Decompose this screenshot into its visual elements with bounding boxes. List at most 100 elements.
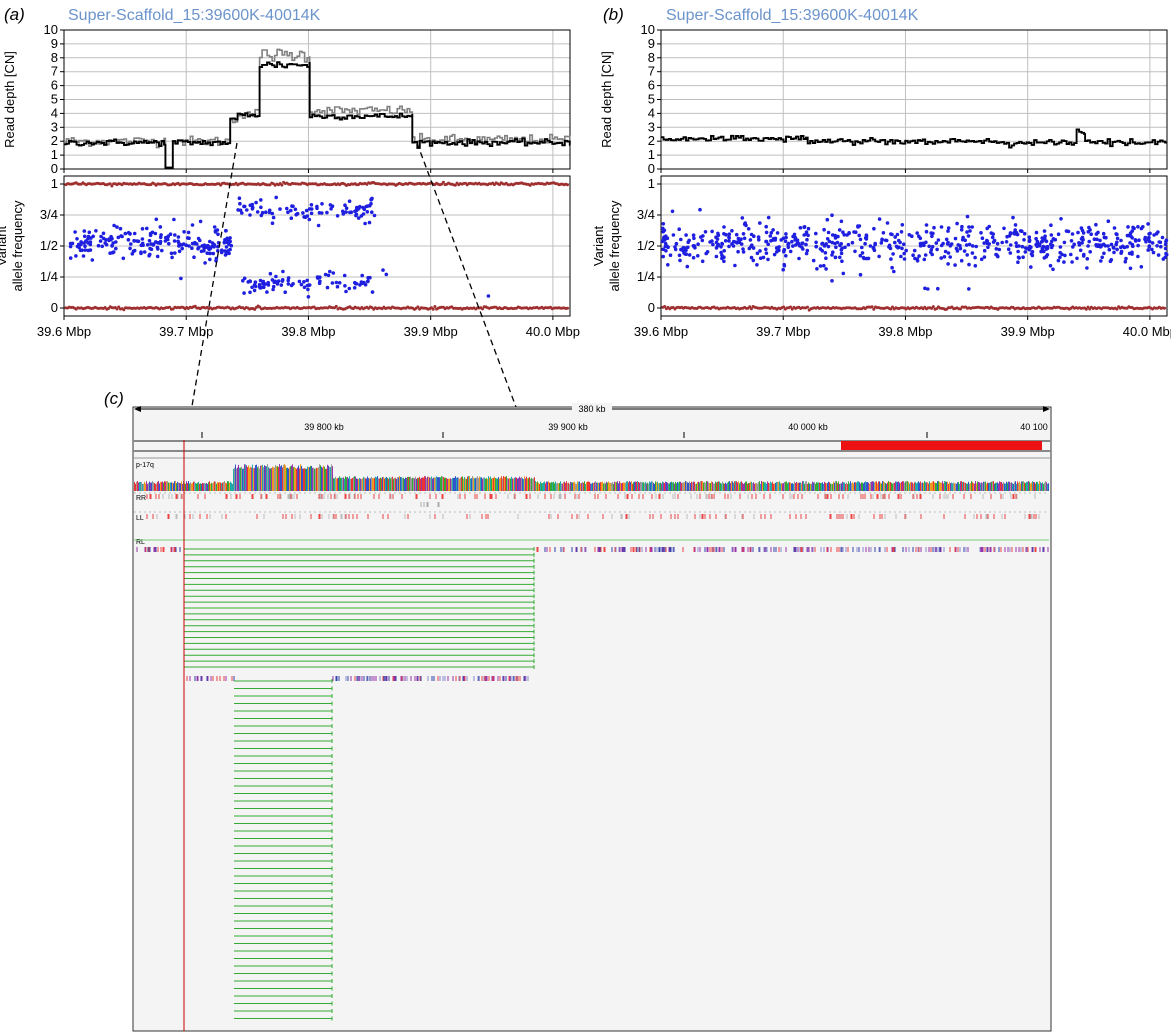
panel-b-vaf-vaf-point	[948, 255, 952, 259]
panel-b-vaf-vaf-point	[722, 225, 726, 229]
igv-coverage-bar	[551, 482, 552, 491]
panel-b-vaf-vaf-point	[980, 236, 985, 240]
igv-coverage-bar	[918, 481, 919, 491]
panel-a-vaf-vaf-point	[83, 244, 87, 248]
igv-coverage-bar	[359, 477, 360, 491]
igv-coverage-bar	[847, 483, 848, 491]
panel-a-vaf-vaf-point	[185, 236, 190, 240]
panel-a-vaf-vaf-point	[160, 248, 164, 253]
panel-a-vaf-homozygous-point	[416, 305, 420, 309]
igv-coverage-bar	[1027, 481, 1028, 491]
igv-coverage-bar	[409, 476, 410, 491]
panel-b-vaf-vaf-point	[668, 253, 673, 257]
igv-coverage-bar	[772, 481, 773, 491]
igv-coverage-bar	[792, 483, 793, 491]
panel-b-vaf-vaf-point	[714, 246, 719, 250]
igv-coverage-bar	[1015, 481, 1016, 491]
panel-b-vaf-vaf-point	[1016, 249, 1020, 254]
igv-coverage-bar	[958, 482, 959, 491]
igv-coverage-bar	[243, 468, 244, 491]
panel-a-vaf-vaf-point	[293, 207, 298, 212]
panel-b-vaf-vaf-point	[727, 239, 731, 243]
panel-a-vaf-vaf-point	[337, 281, 342, 285]
panel-a-vaf-vaf-point	[331, 271, 336, 275]
panel-b-vaf-vaf-point	[741, 250, 746, 254]
panel-a-vaf-vaf-point	[81, 254, 86, 258]
panel-a-vaf-vaf-point	[360, 273, 365, 278]
panel-b-vaf-vaf-point	[742, 236, 747, 241]
panel-a-vaf-vaf-point	[301, 211, 305, 215]
igv-coverage-bar	[399, 476, 400, 491]
igv-coverage-bar	[1018, 482, 1019, 491]
panel-b-vaf-vaf-point	[1103, 244, 1108, 248]
igv-coverage-bar	[841, 483, 842, 491]
panel-b-vaf-vaf-point	[955, 221, 959, 226]
panel-b-vaf-vaf-point	[1146, 222, 1150, 226]
panel-b-vaf-vaf-point	[1115, 240, 1119, 245]
panel-a-vaf-vaf-point	[335, 214, 340, 218]
panel-b-depth-ytick-label: 9	[648, 36, 655, 51]
panel-b-vaf-vaf-point	[720, 241, 724, 246]
igv-coverage-bar	[690, 483, 691, 491]
igv-coverage-bar	[814, 481, 815, 491]
panel-b-vaf-vaf-point	[1088, 250, 1092, 254]
igv-coverage-bar	[594, 482, 595, 491]
panel-b-vaf-vaf-point	[758, 221, 762, 225]
igv-coverage-bar	[601, 482, 602, 491]
igv-coverage-bar	[322, 467, 323, 491]
panel-a-vaf-xtick-label: 39.9 Mbp	[404, 324, 458, 339]
panel-b-vaf-vaf-point	[730, 229, 734, 233]
igv-coverage-bar	[605, 483, 606, 491]
igv-coverage-bar	[861, 482, 862, 491]
igv-coverage-bar	[684, 482, 685, 491]
panel-b-vaf-xtick-label: 39.8 Mbp	[878, 324, 932, 339]
igv-coverage-bar	[154, 483, 155, 491]
panel-a-vaf-vaf-point	[131, 249, 136, 254]
panel-b-vaf-vaf-point	[1048, 263, 1053, 268]
igv-coverage-bar	[216, 483, 217, 491]
igv-coverage-bar	[811, 483, 812, 491]
panel-b-vaf-vaf-point	[1012, 231, 1016, 236]
panel-a-vaf-vaf-point	[207, 247, 211, 252]
igv-coverage-bar	[1045, 481, 1046, 491]
panel-a-vaf-vaf-point	[305, 283, 310, 288]
panel-a-vaf-vaf-point	[290, 204, 294, 208]
panel-b-vaf-ytick-label: 1/2	[637, 238, 655, 253]
panel-b-vaf-vaf-point	[820, 249, 825, 253]
panel-a-vaf-homozygous-point	[566, 183, 569, 187]
igv-coverage-bar	[187, 483, 188, 491]
panel-a-vaf-vaf-point	[192, 255, 196, 259]
igv-coverage-bar	[446, 478, 447, 491]
panel-b-vaf-vaf-point	[994, 247, 999, 251]
panel-b-vaf-vaf-point	[918, 243, 923, 248]
igv-coverage-bar	[585, 483, 586, 491]
igv-coverage-bar	[962, 482, 963, 491]
igv-coverage-bar	[824, 481, 825, 491]
igv-coverage-bar	[452, 478, 453, 491]
panel-b-vaf-vaf-point	[824, 267, 828, 271]
igv-coverage-bar	[639, 482, 640, 491]
panel-a-vaf-vaf-point	[179, 243, 184, 247]
panel-b-vaf-vaf-point	[777, 245, 781, 249]
igv-coverage-bar	[795, 483, 796, 491]
panel-a-vaf-xtick-label: 39.8 Mbp	[281, 324, 335, 339]
panel-b-vaf-vaf-point	[1123, 259, 1128, 264]
panel-a-vaf-homozygous-point	[115, 307, 119, 311]
panel-a-vaf-vaf-point	[365, 204, 370, 208]
igv-coverage-bar	[688, 482, 689, 491]
igv-coverage-bar	[741, 481, 742, 491]
igv-coverage-bar	[453, 477, 454, 491]
panel-a-vaf-vaf-point	[250, 285, 254, 290]
igv-coverage-bar	[198, 481, 199, 491]
panel-b-vaf-vaf-point	[879, 241, 884, 245]
panel-b-vaf-vaf-point	[1029, 265, 1033, 269]
igv-coverage-bar	[754, 483, 755, 491]
igv-coverage-bar	[539, 483, 540, 491]
track-label-rr: RR	[136, 495, 146, 502]
igv-coverage-bar	[778, 481, 779, 491]
panel-b-vaf-vaf-point	[1051, 267, 1055, 272]
igv-coverage-bar	[379, 478, 380, 491]
panel-b-vaf-vaf-point	[872, 226, 876, 231]
igv-coverage-bar	[540, 481, 541, 491]
